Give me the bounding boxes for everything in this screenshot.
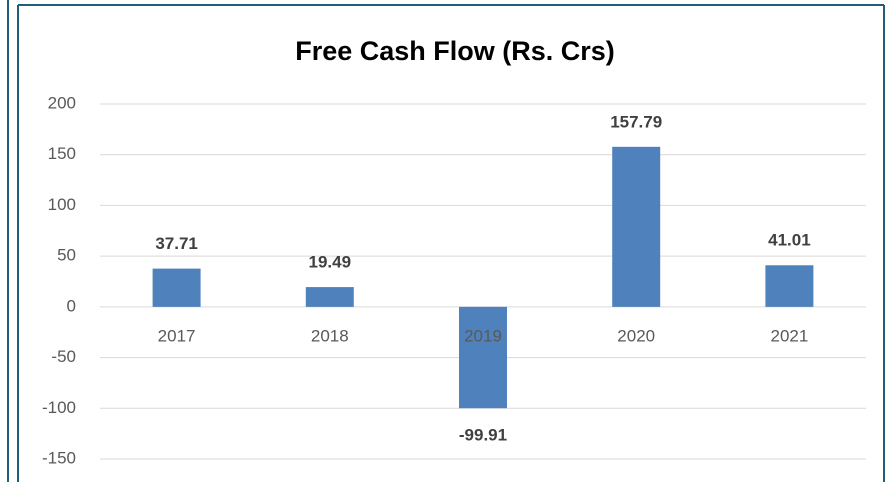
- bar: [152, 268, 201, 307]
- bar: [765, 265, 814, 307]
- bar: [459, 306, 507, 409]
- x-tick-label: 2020: [617, 326, 655, 345]
- data-label: 157.79: [610, 112, 662, 131]
- y-tick-label: -150: [42, 448, 76, 467]
- x-tick-label: 2019: [464, 326, 502, 345]
- x-tick-label: 2018: [311, 326, 349, 345]
- y-tick-label: 0: [67, 296, 76, 315]
- y-tick-label: 200: [48, 93, 76, 112]
- data-label: 19.49: [309, 253, 352, 272]
- x-tick-label: 2021: [770, 326, 808, 345]
- bar: [305, 287, 354, 307]
- chart-title: Free Cash Flow (Rs. Crs): [295, 36, 615, 66]
- y-tick-label: -100: [42, 398, 76, 417]
- data-label: 37.71: [155, 234, 198, 253]
- y-tick-label: 100: [48, 195, 76, 214]
- data-label: -99.91: [459, 426, 507, 445]
- y-tick-label: 150: [48, 144, 76, 163]
- data-label: 41.01: [768, 231, 811, 250]
- y-tick-label: 50: [57, 246, 76, 265]
- x-tick-label: 2017: [158, 326, 196, 345]
- bar: [612, 146, 661, 307]
- y-tick-label: -50: [51, 347, 76, 366]
